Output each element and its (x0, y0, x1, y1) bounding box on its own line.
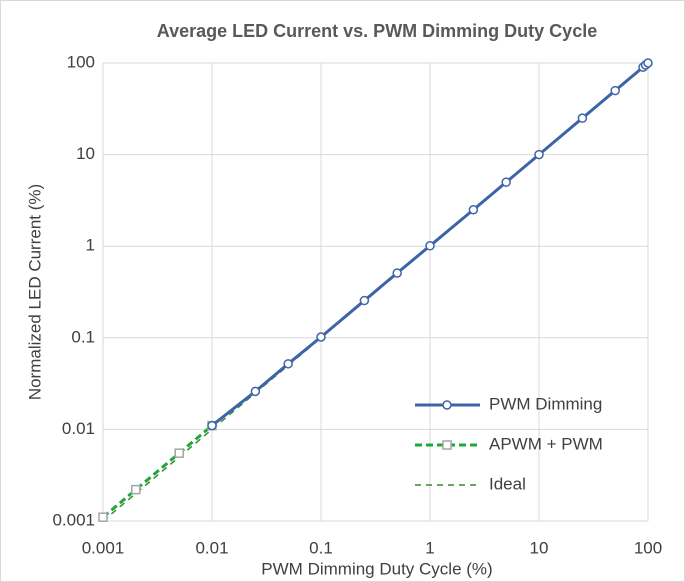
marker (207, 420, 217, 431)
legend-marker (442, 440, 452, 450)
x-tick-label: 1 (425, 538, 434, 557)
chart-title: Average LED Current vs. PWM Dimming Duty… (157, 21, 597, 41)
marker (98, 512, 108, 522)
marker (643, 58, 653, 68)
x-tick-label: 0.01 (195, 538, 228, 557)
marker (392, 268, 402, 278)
legend-label: APWM + PWM (489, 434, 603, 453)
marker (534, 149, 544, 160)
marker (610, 85, 620, 96)
marker (468, 204, 479, 215)
marker (316, 332, 326, 342)
y-tick-label: 0.1 (71, 327, 95, 346)
x-tick-label: 0.001 (82, 538, 125, 557)
marker (577, 113, 588, 123)
marker (359, 295, 370, 306)
x-tick-label: 100 (634, 538, 662, 557)
y-tick-label: 0.01 (62, 419, 95, 438)
y-tick-label: 1 (86, 236, 95, 255)
legend-label: PWM Dimming (489, 394, 602, 413)
marker (283, 359, 293, 369)
legend-marker (442, 400, 452, 410)
x-axis-label: PWM Dimming Duty Cycle (%) (261, 559, 492, 578)
x-tick-label: 10 (530, 538, 549, 557)
y-tick-label: 100 (67, 52, 95, 71)
marker (250, 386, 261, 397)
marker (425, 241, 435, 251)
marker (501, 177, 511, 187)
marker (131, 484, 141, 495)
y-tick-label: 10 (76, 144, 95, 163)
legend-label: Ideal (489, 474, 526, 493)
x-tick-label: 0.1 (309, 538, 333, 557)
marker (174, 448, 184, 458)
y-axis-label: Normalized LED Current (%) (25, 184, 44, 400)
series-line (102, 424, 213, 519)
y-tick-label: 0.001 (52, 510, 95, 529)
